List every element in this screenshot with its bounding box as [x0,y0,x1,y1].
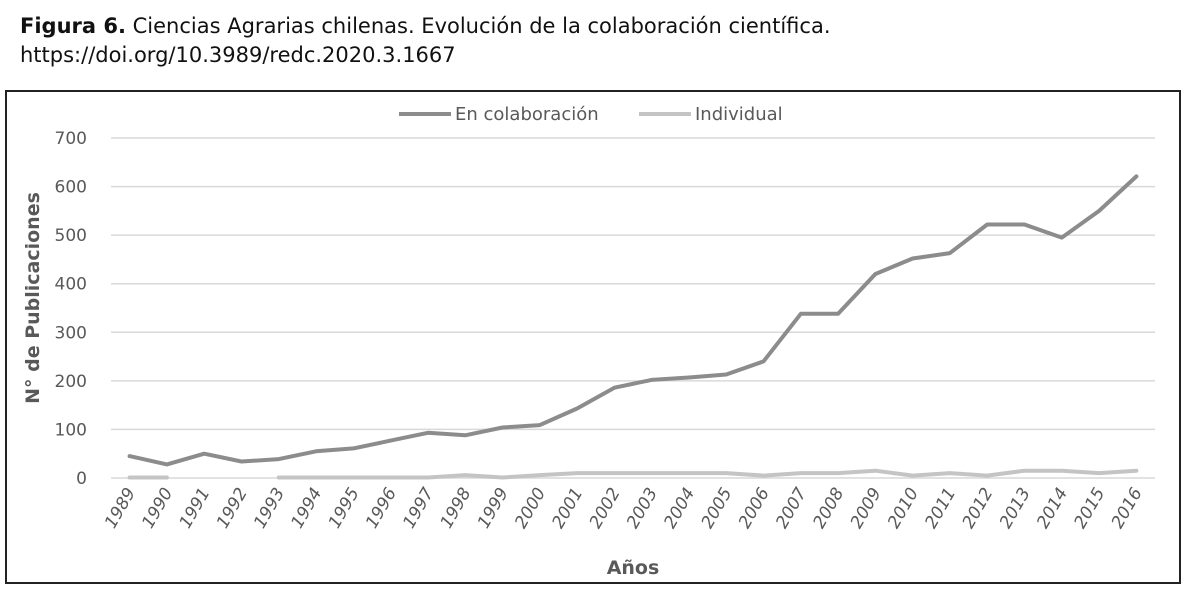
x-tick-label: 1990 [138,485,177,532]
x-tick-label: 1995 [325,485,364,532]
x-tick-label: 2012 [959,485,998,532]
caption-url: https://doi.org/10.3989/redc.2020.3.1667 [20,43,456,67]
x-tick-label: 2013 [996,485,1035,532]
y-tick-label: 100 [55,420,87,440]
y-tick-label: 700 [55,129,87,149]
x-tick-label: 2005 [698,485,737,532]
legend-label: Individual [695,104,783,125]
y-axis-title: N° de Publicaciones [22,192,44,404]
y-tick-label: 200 [55,372,87,392]
x-tick-label: 2002 [586,485,625,532]
y-tick-label: 0 [76,469,87,489]
x-tick-label: 1992 [213,485,252,532]
x-tick-label: 2009 [847,485,886,532]
x-tick-label: 2000 [511,485,550,532]
figure-caption: Figura 6. Ciencias Agrarias chilenas. Ev… [20,12,1170,70]
line-chart: 0100200300400500600700198919901991199219… [22,104,1155,579]
x-tick-label: 2015 [1070,485,1109,532]
x-tick-label: 1996 [362,484,401,532]
series-line [127,174,1139,467]
x-tick-label: 1989 [101,485,140,532]
y-tick-label: 400 [55,275,87,295]
x-tick-label: 2011 [921,485,960,532]
x-tick-label: 2003 [623,485,662,532]
y-tick-label: 600 [55,178,87,198]
y-tick-label: 500 [55,226,87,246]
y-tick-label: 300 [55,323,87,343]
caption-label: Figura 6. [20,14,126,38]
x-tick-label: 1998 [437,484,476,532]
series-line [127,468,1139,480]
x-tick-label: 1999 [474,485,513,532]
x-tick-label: 2001 [548,485,587,532]
x-tick-label: 2004 [660,485,699,532]
chart-frame: 0 100 200 300 400 500 600 700 1989 1990 1991 1992 19… [5,90,1181,584]
x-tick-label: 2014 [1033,485,1072,532]
x-tick-label: 1991 [176,485,215,532]
x-tick-label: 2008 [809,484,848,532]
x-tick-label: 2007 [772,484,811,532]
x-axis-title: Años [607,557,660,579]
x-tick-label: 1994 [287,485,326,532]
x-tick-label: 2006 [735,484,774,532]
x-tick-label: 1997 [399,484,438,532]
x-tick-label: 1993 [250,485,289,532]
x-tick-label: 2010 [884,485,923,532]
caption-text: Ciencias Agrarias chilenas. Evolución de… [125,14,831,38]
x-tick-label: 2016 [1108,484,1147,532]
legend-label: En colaboración [455,104,599,125]
